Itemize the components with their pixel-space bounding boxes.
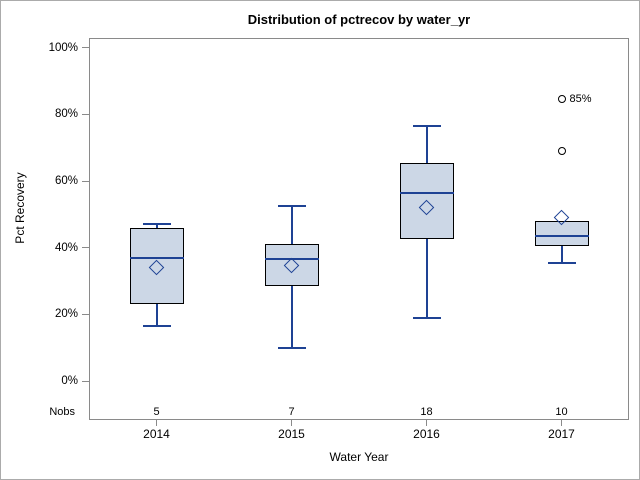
outlier-point-2017	[557, 95, 566, 104]
nobs-value-2014: 5	[153, 406, 160, 418]
y-tick	[82, 313, 89, 315]
box-2016	[399, 162, 454, 240]
box-2015	[264, 244, 319, 286]
box-2014	[129, 227, 184, 305]
y-tick	[82, 180, 89, 182]
whisker-lower-2017	[560, 246, 563, 263]
nobs-value-2017: 10	[555, 406, 568, 418]
whisker-cap-lower-2016	[412, 316, 441, 319]
whisker-cap-lower-2014	[142, 325, 171, 327]
y-tick-label: 100%	[48, 41, 78, 54]
x-tick-label-2014: 2014	[143, 427, 170, 441]
x-tick-label-2017: 2017	[548, 427, 575, 441]
median-line-2014	[129, 256, 184, 259]
box-2017	[534, 221, 589, 246]
y-tick	[82, 113, 89, 115]
y-tick-label: 60%	[54, 175, 78, 188]
outlier-point-2017	[557, 147, 566, 156]
nobs-value-2015: 7	[288, 406, 295, 418]
whisker-lower-2016	[425, 239, 428, 318]
y-axis-title: Pct Recovery	[13, 172, 27, 244]
y-tick	[82, 380, 89, 382]
whisker-upper-2014	[155, 224, 158, 228]
whisker-cap-lower-2015	[277, 346, 306, 349]
chart-title: Distribution of pctrecov by water_yr	[247, 12, 471, 27]
y-tick	[82, 47, 89, 49]
x-tick-2017	[561, 420, 562, 426]
median-line-2015	[264, 258, 319, 261]
whisker-cap-upper-2016	[412, 125, 441, 128]
y-tick-label: 40%	[54, 241, 78, 254]
x-tick-2015	[291, 420, 292, 426]
x-tick-label-2015: 2015	[278, 427, 305, 441]
whisker-cap-upper-2015	[277, 205, 306, 208]
nobs-value-2016: 18	[420, 406, 433, 418]
x-tick-label-2016: 2016	[413, 427, 440, 441]
y-tick-label: 80%	[54, 108, 78, 121]
outlier-label-2017: 85%	[569, 93, 592, 106]
y-tick	[82, 247, 89, 249]
x-axis-title: Water Year	[329, 450, 389, 464]
y-tick-label: 0%	[61, 375, 78, 387]
nobs-row-label: Nobs	[49, 406, 75, 418]
whisker-cap-upper-2014	[142, 223, 171, 226]
x-tick-2014	[156, 420, 157, 426]
median-line-2016	[399, 191, 454, 194]
whisker-lower-2015	[290, 286, 293, 348]
median-line-2017	[534, 235, 589, 237]
x-tick-2016	[426, 420, 427, 426]
y-tick-label: 20%	[54, 308, 78, 321]
whisker-cap-lower-2017	[547, 261, 576, 264]
whisker-upper-2015	[290, 206, 293, 245]
whisker-upper-2016	[425, 126, 428, 163]
whisker-lower-2014	[155, 304, 158, 326]
